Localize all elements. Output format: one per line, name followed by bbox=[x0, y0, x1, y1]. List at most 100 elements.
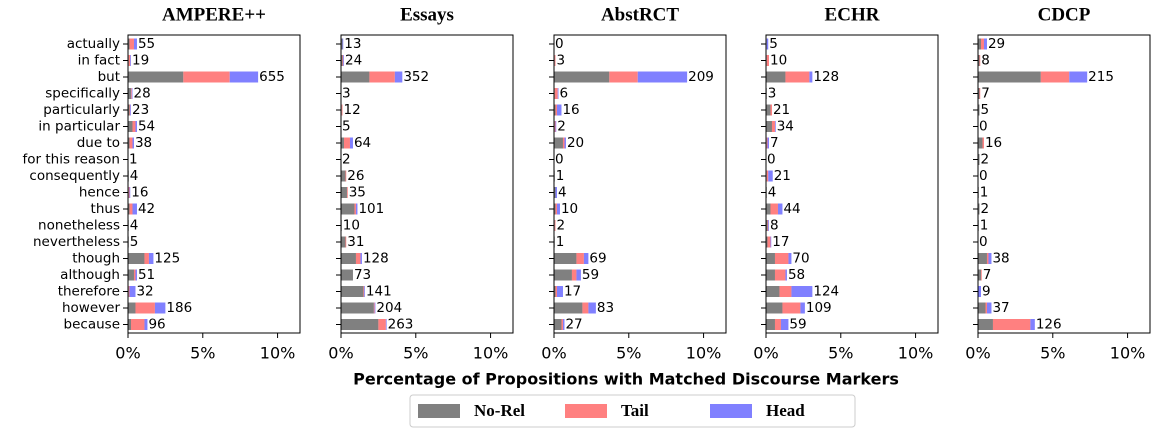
bar-segment bbox=[374, 302, 376, 314]
panel-frame bbox=[553, 34, 727, 334]
bar-segment bbox=[128, 88, 131, 99]
bar-segment bbox=[978, 253, 987, 264]
bar-segment bbox=[556, 203, 560, 215]
bar-segment bbox=[132, 137, 134, 149]
count-label: 29 bbox=[988, 36, 1005, 52]
bar-segment bbox=[978, 104, 980, 116]
bar-segment bbox=[341, 319, 379, 330]
bar-segment bbox=[992, 319, 1031, 330]
bar-segment bbox=[766, 302, 783, 314]
bar-segment bbox=[766, 286, 780, 297]
y-tick-label: in fact bbox=[78, 53, 120, 69]
count-label: 12 bbox=[343, 102, 360, 118]
count-label: 10 bbox=[343, 218, 360, 234]
bar-segment bbox=[128, 203, 130, 215]
x-tick-label: 5% bbox=[616, 344, 641, 363]
bar-segment bbox=[555, 203, 557, 215]
x-tick-label: 0% bbox=[753, 344, 778, 363]
bar-segment bbox=[341, 302, 374, 314]
bar-segment bbox=[782, 302, 801, 314]
bar-segment bbox=[148, 253, 154, 264]
count-label: 20 bbox=[567, 135, 584, 151]
y-tick-label: hence bbox=[79, 185, 120, 201]
x-tick-label: 10% bbox=[473, 344, 509, 363]
bar-segment bbox=[557, 88, 559, 99]
bar-segment bbox=[809, 71, 813, 83]
bar-segment bbox=[555, 104, 557, 116]
bar-segment bbox=[774, 121, 776, 132]
count-label: 1 bbox=[556, 168, 565, 184]
bar-segment bbox=[555, 286, 557, 297]
bar-segment bbox=[341, 203, 355, 215]
bar-segment bbox=[768, 220, 769, 231]
legend-label: Head bbox=[766, 401, 805, 420]
bar-segment bbox=[129, 104, 131, 116]
count-label: 7 bbox=[770, 135, 779, 151]
bar-segment bbox=[766, 170, 769, 182]
bar-segment bbox=[609, 71, 638, 83]
bar-segment bbox=[130, 88, 132, 99]
count-label: 2 bbox=[342, 152, 351, 168]
count-label: 34 bbox=[777, 119, 794, 135]
y-tick-label: thus bbox=[91, 201, 120, 217]
bar-segment bbox=[554, 187, 556, 198]
bar-segment bbox=[183, 71, 230, 83]
bar-segment bbox=[774, 269, 786, 281]
y-tick-label: nevertheless bbox=[33, 234, 120, 250]
count-label: 186 bbox=[166, 300, 192, 316]
bar-segment bbox=[562, 137, 565, 149]
count-label: 21 bbox=[774, 168, 791, 184]
count-label: 83 bbox=[597, 300, 614, 316]
count-label: 59 bbox=[789, 317, 806, 333]
bar-segment bbox=[554, 137, 563, 149]
bar-segment bbox=[128, 137, 130, 149]
bar-segment bbox=[341, 170, 346, 182]
bar-segment bbox=[980, 38, 984, 50]
bar-segment bbox=[135, 302, 155, 314]
bar-segment bbox=[144, 319, 148, 330]
bar-segment bbox=[131, 88, 133, 99]
bar-segment bbox=[130, 104, 131, 116]
bar-segment bbox=[341, 236, 346, 248]
x-tick-label: 5% bbox=[828, 344, 853, 363]
bar-segment bbox=[341, 55, 343, 66]
bar-segment bbox=[554, 319, 562, 330]
bar-segment bbox=[985, 302, 987, 314]
bar-segment bbox=[130, 319, 145, 330]
bar-segment bbox=[128, 302, 136, 314]
bar-segment bbox=[343, 137, 350, 149]
y-tick-label: for this reason bbox=[23, 152, 120, 168]
count-label: 0 bbox=[979, 234, 988, 250]
bar-segment bbox=[561, 319, 563, 330]
bar-segment bbox=[766, 269, 775, 281]
count-label: 3 bbox=[342, 86, 351, 102]
bar-segment bbox=[132, 121, 136, 132]
bar-segment bbox=[378, 319, 386, 330]
bar-segment bbox=[128, 55, 131, 66]
count-label: 73 bbox=[354, 267, 371, 283]
bar-segment bbox=[128, 38, 130, 50]
bar-segment bbox=[554, 71, 610, 83]
count-label: 54 bbox=[138, 119, 155, 135]
x-tick-label: 5% bbox=[190, 344, 215, 363]
bar-segment bbox=[554, 88, 558, 99]
bar-segment bbox=[129, 286, 136, 297]
bar-segment bbox=[980, 269, 982, 281]
count-label: 35 bbox=[349, 185, 366, 201]
bar-segment bbox=[554, 55, 556, 66]
bar-segment bbox=[556, 286, 563, 297]
bar-segment bbox=[349, 137, 353, 149]
count-label: 4 bbox=[130, 168, 139, 184]
bar-segment bbox=[785, 71, 810, 83]
bar-segment bbox=[128, 253, 145, 264]
x-tick-label: 0% bbox=[965, 344, 990, 363]
count-label: 24 bbox=[345, 53, 362, 69]
bar-segment bbox=[978, 286, 981, 297]
count-label: 10 bbox=[561, 201, 578, 217]
bar-segment bbox=[788, 253, 792, 264]
count-label: 0 bbox=[979, 119, 988, 135]
bar-segment bbox=[341, 38, 343, 50]
bar-segment bbox=[130, 55, 131, 66]
count-label: 44 bbox=[783, 201, 800, 217]
